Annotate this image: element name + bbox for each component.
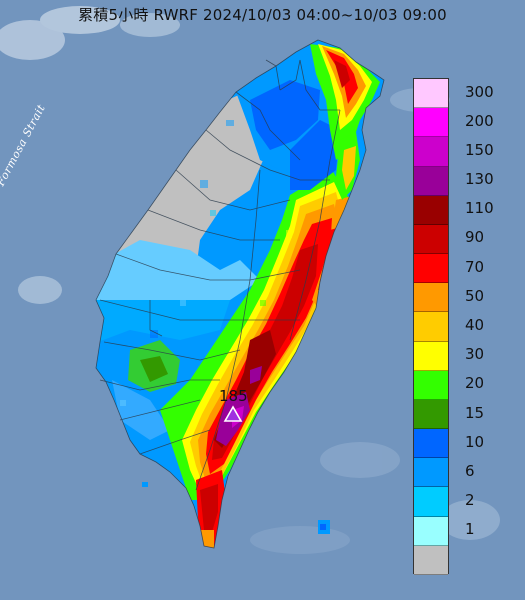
legend-swatch	[414, 516, 448, 546]
legend-swatch	[414, 341, 448, 371]
legend-label: 300	[465, 82, 494, 101]
legend-label: 150	[465, 140, 494, 159]
legend-swatch	[414, 108, 448, 138]
legend-label: 15	[465, 403, 485, 422]
legend-label: 30	[465, 345, 485, 364]
legend-swatch	[414, 399, 448, 430]
legend-swatch	[414, 370, 448, 400]
map-title: 累積5小時 RWRF 2024/10/03 04:00~10/03 09:00	[78, 6, 447, 24]
legend-swatch	[414, 487, 448, 517]
legend-swatch	[414, 195, 448, 225]
legend-label: 200	[465, 111, 494, 130]
legend-label: 40	[465, 316, 485, 334]
legend-swatch	[414, 254, 448, 284]
county-boundaries	[95, 39, 385, 549]
peak-value-label: 185	[219, 387, 248, 405]
legend-label: 2	[465, 491, 475, 510]
legend-label: 130	[465, 170, 494, 189]
legend-swatch	[414, 137, 448, 167]
legend-swatch	[414, 545, 448, 575]
legend: 300 200 150 130 110 90 70 50 40 30 20 15 10 6 2 1	[413, 78, 517, 575]
legend-swatches	[413, 78, 449, 575]
legend-swatch	[414, 429, 448, 459]
legend-label: 50	[465, 286, 485, 305]
triangle-icon	[223, 405, 243, 422]
legend-swatch	[414, 79, 448, 109]
legend-swatch	[414, 312, 448, 342]
legend-label: 20	[465, 374, 485, 393]
legend-label: 70	[465, 257, 485, 276]
legend-label: 6	[465, 461, 475, 480]
legend-label: 10	[465, 432, 485, 451]
legend-swatch	[414, 283, 448, 313]
legend-swatch	[414, 458, 448, 488]
peak-marker	[223, 405, 243, 422]
legend-swatch	[414, 224, 448, 255]
legend-label: 1	[465, 520, 475, 539]
legend-label: 90	[465, 228, 485, 247]
liuqiu-island	[142, 482, 148, 487]
legend-swatch	[414, 166, 448, 196]
legend-label: 110	[465, 199, 494, 218]
